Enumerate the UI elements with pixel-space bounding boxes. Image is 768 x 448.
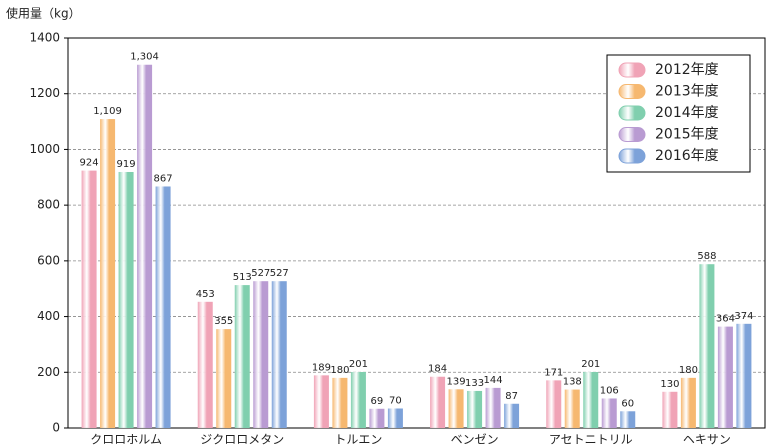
value-label: 180 (330, 365, 349, 376)
bar (387, 408, 403, 428)
legend-swatch (618, 127, 646, 142)
value-label: 144 (484, 375, 503, 386)
y-tick-label: 400 (37, 309, 60, 323)
value-label: 69 (371, 396, 384, 407)
value-label: 924 (80, 158, 99, 169)
bar (485, 387, 501, 428)
bar (680, 377, 696, 428)
value-label: 355 (214, 316, 233, 327)
y-tick-label: 600 (37, 253, 60, 267)
bar (332, 377, 348, 428)
bar (504, 403, 520, 428)
value-label: 87 (505, 391, 518, 402)
value-label: 1,109 (93, 106, 122, 117)
bar (467, 390, 483, 428)
value-label: 513 (233, 272, 252, 283)
value-label: 201 (581, 359, 600, 370)
y-axis-title: 使用量（kg） (6, 6, 81, 21)
bar (155, 186, 171, 428)
value-label: 453 (196, 289, 215, 300)
value-label: 374 (734, 311, 753, 322)
value-label: 867 (154, 173, 173, 184)
bar (253, 281, 269, 428)
bar (620, 411, 636, 428)
legend-label: 2012年度 (655, 62, 719, 78)
bar (216, 329, 232, 428)
bar (234, 285, 250, 428)
y-tick-label: 1200 (29, 86, 60, 100)
value-label: 130 (660, 379, 679, 390)
value-label: 364 (716, 314, 735, 325)
bar (350, 372, 366, 428)
bar (601, 398, 617, 428)
legend-label: 2015年度 (655, 127, 719, 143)
y-tick-label: 200 (37, 365, 60, 379)
x-tick-label: ヘキサン (683, 433, 731, 447)
y-tick-label: 800 (37, 198, 60, 212)
bar (662, 391, 678, 428)
bar (430, 376, 446, 428)
bar (118, 171, 134, 428)
y-tick-label: 1000 (29, 142, 60, 156)
legend-swatch (618, 62, 646, 78)
value-label: 527 (270, 268, 289, 279)
value-label: 527 (251, 268, 270, 279)
bar (369, 408, 385, 428)
bar (717, 326, 733, 428)
value-label: 106 (600, 385, 619, 396)
x-tick-label: ジクロロメタン (200, 433, 284, 447)
bar (564, 389, 580, 428)
legend-label: 2016年度 (655, 148, 719, 164)
value-label: 171 (544, 367, 563, 378)
value-label: 919 (117, 159, 136, 170)
bar (736, 323, 752, 428)
legend-label: 2014年度 (655, 105, 719, 121)
value-label: 201 (349, 359, 368, 370)
x-tick-label: トルエン (334, 433, 382, 447)
value-label: 588 (697, 251, 716, 262)
bar (448, 389, 464, 428)
bar (137, 64, 153, 428)
x-tick-label: ベンゼン (451, 433, 499, 447)
bar (271, 281, 287, 428)
legend-swatch (618, 105, 646, 121)
value-label: 138 (563, 377, 582, 388)
x-tick-label: アセトニトリル (549, 433, 633, 447)
value-label: 133 (465, 378, 484, 389)
y-tick-label: 1400 (29, 31, 60, 45)
legend-swatch (618, 148, 646, 164)
bar (197, 301, 213, 428)
legend-label: 2013年度 (655, 84, 719, 100)
legend-swatch (618, 84, 646, 99)
value-label: 184 (428, 364, 447, 375)
bar (546, 380, 562, 428)
value-label: 1,304 (130, 52, 159, 63)
x-tick-label: クロロホルム (90, 433, 162, 447)
bar (313, 375, 329, 428)
plot-frame (67, 37, 766, 429)
value-label: 70 (389, 396, 402, 407)
value-label: 180 (679, 365, 698, 376)
bar (583, 372, 599, 428)
y-tick-label: 0 (52, 421, 60, 435)
value-label: 139 (447, 376, 466, 387)
bar (81, 170, 97, 428)
value-label: 60 (621, 398, 634, 409)
bar (699, 264, 715, 428)
bar (100, 119, 116, 429)
value-label: 189 (312, 362, 331, 373)
